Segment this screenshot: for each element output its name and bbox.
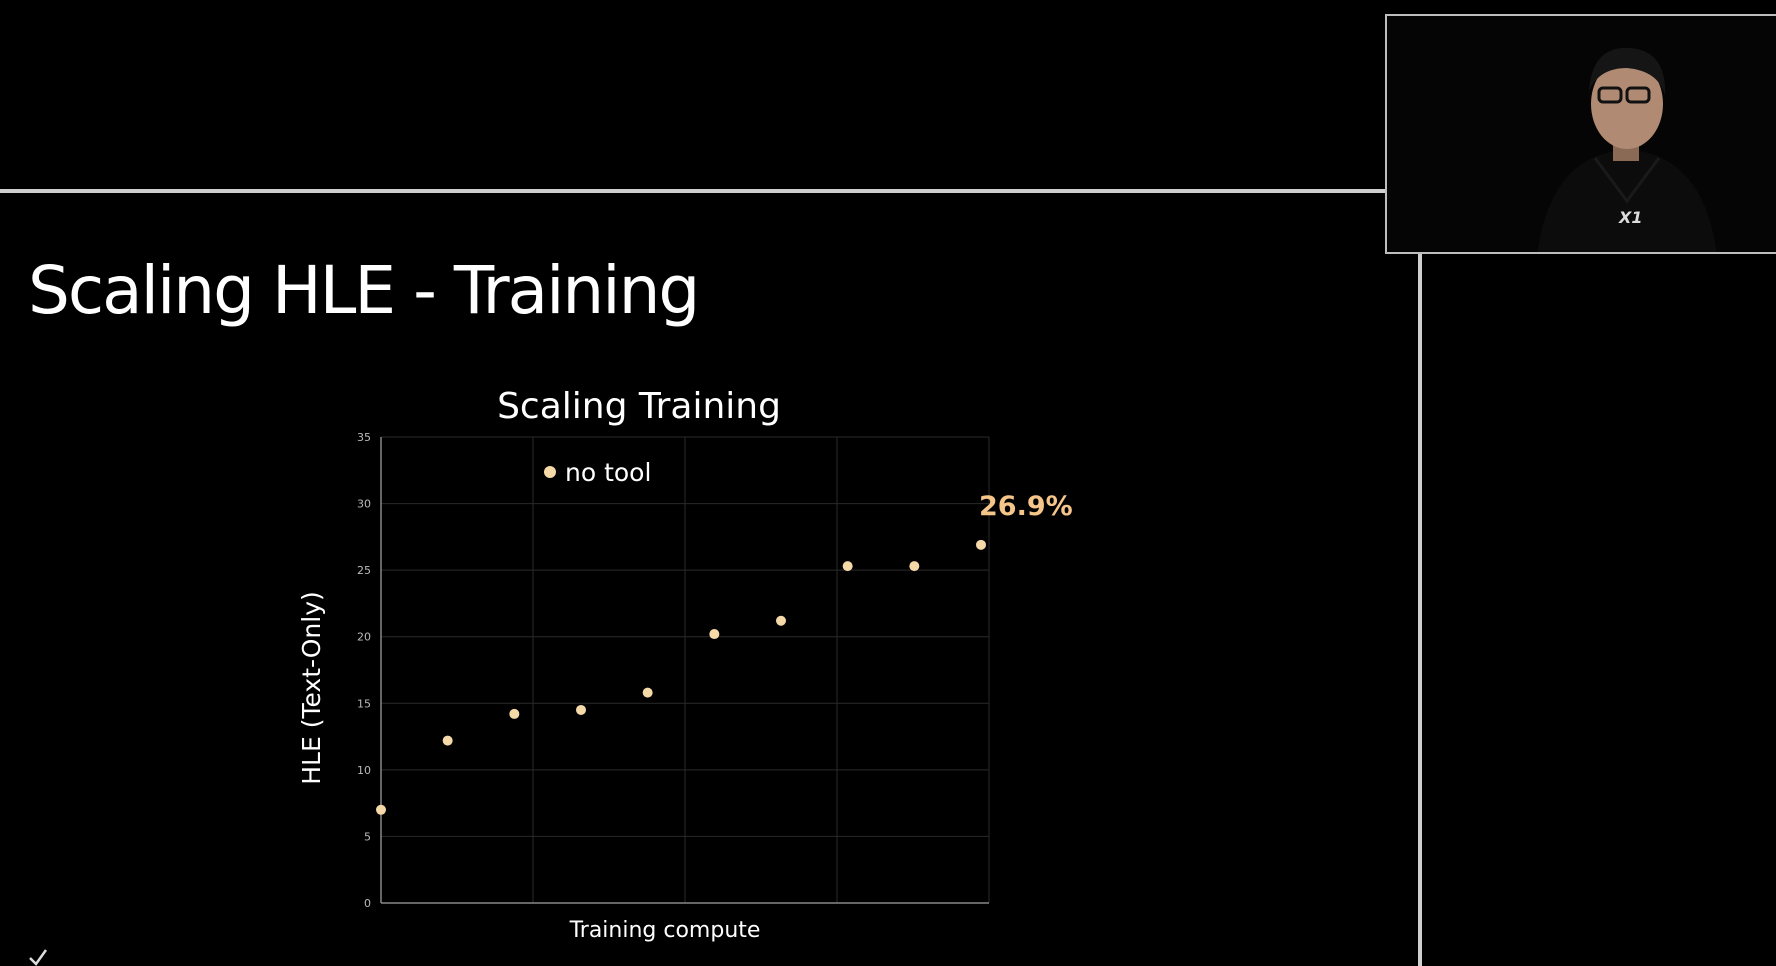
y-tick-label: 10	[357, 764, 371, 777]
top-divider-line	[0, 189, 1386, 193]
y-tick-label: 0	[364, 897, 371, 910]
data-point	[642, 687, 653, 698]
data-point	[709, 629, 720, 640]
webcam-feed: X1	[1385, 14, 1776, 254]
data-point	[576, 704, 586, 715]
y-tick-label: 15	[357, 697, 371, 710]
y-tick-label: 30	[357, 498, 371, 511]
presenter-video: X1	[1537, 47, 1717, 252]
y-tick-label: 35	[357, 431, 371, 444]
presenter-face	[1591, 59, 1663, 149]
scatter-chart: Scaling Training 0 5 10 15 20 25 30 35 HLE (Tex…	[297, 386, 1073, 943]
data-point	[376, 804, 386, 815]
chart-title: Scaling Training	[497, 386, 781, 427]
data-point	[842, 561, 853, 572]
y-axis-label: HLE (Text-Only)	[297, 591, 326, 785]
y-tick-label: 20	[357, 631, 371, 644]
right-divider-line	[1418, 254, 1422, 966]
legend-marker	[544, 466, 556, 478]
y-tick-label: 25	[357, 564, 371, 577]
data-point	[909, 561, 920, 572]
data-points	[376, 539, 986, 815]
x-axis-label: Training compute	[569, 918, 761, 943]
chart-legend: no tool	[544, 458, 651, 487]
presenter-hair	[1589, 47, 1666, 96]
corner-logo-icon	[29, 949, 48, 966]
legend-label: no tool	[565, 458, 651, 487]
presenter-collar	[1593, 157, 1661, 204]
data-point	[442, 735, 453, 746]
slide-title: Scaling HLE - Training	[28, 252, 700, 329]
presenter-glasses-left	[1597, 86, 1623, 104]
shirt-logo: X1	[1618, 208, 1642, 227]
value-callout: 26.9%	[979, 491, 1073, 522]
chart-gridlines	[381, 436, 990, 903]
data-point	[976, 539, 986, 550]
data-point	[776, 615, 786, 626]
presenter-glasses-right	[1625, 86, 1651, 104]
y-tick-labels: 0 5 10 15 20 25 30 35	[357, 431, 371, 910]
data-point	[509, 708, 520, 719]
y-tick-label: 5	[364, 830, 371, 843]
